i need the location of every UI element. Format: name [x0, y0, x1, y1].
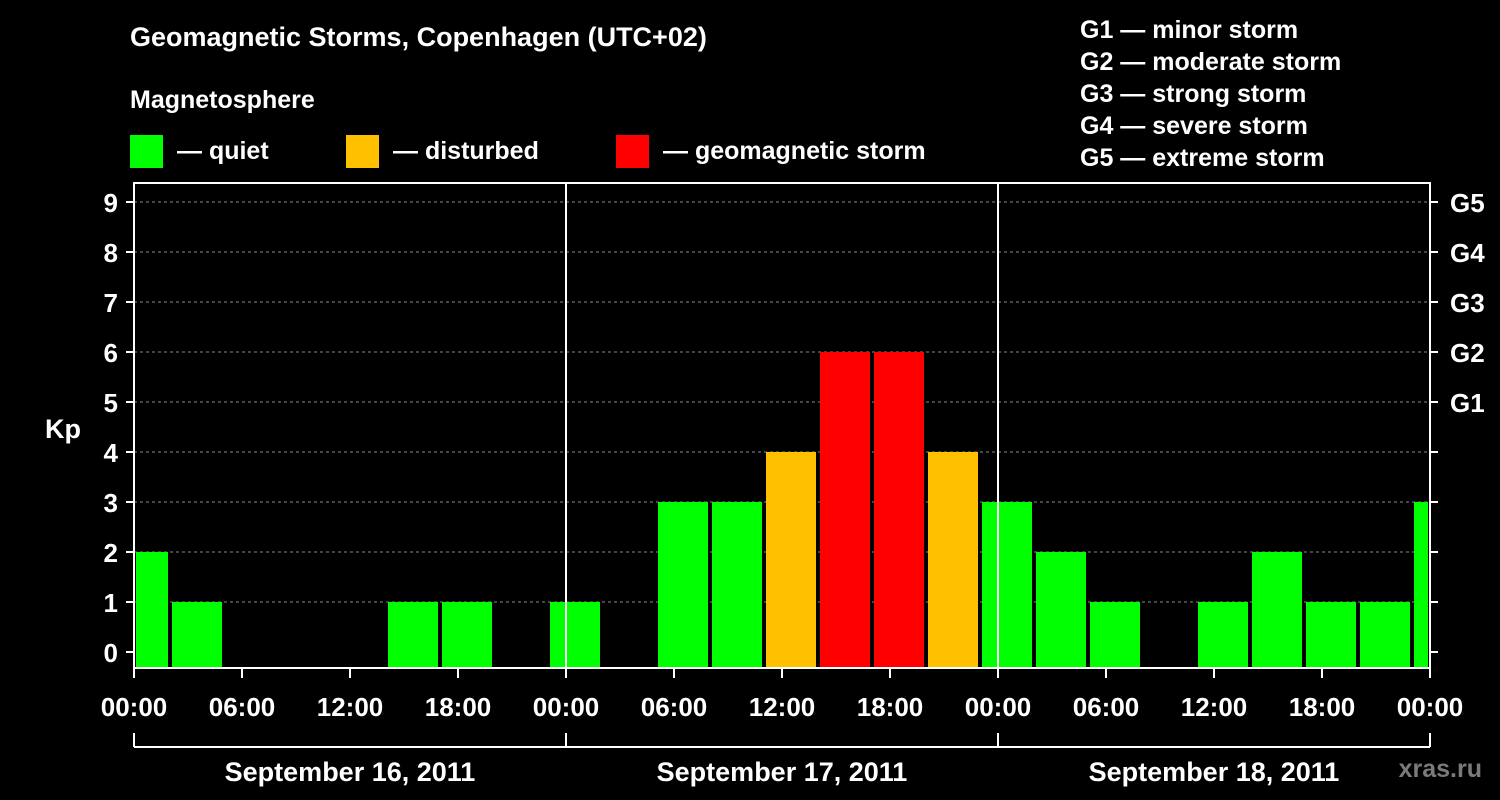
legend-label-storm: — geomagnetic storm — [663, 136, 926, 165]
kp-bar-12 — [766, 452, 816, 668]
legend-storm: — geomagnetic storm — [616, 134, 926, 168]
kp-bar-22 — [1306, 602, 1356, 668]
kp-bar-10 — [658, 502, 708, 668]
y-tick-label: 7 — [104, 288, 118, 318]
kp-bar-20 — [1198, 602, 1248, 668]
g-label-g4: G4 — [1450, 238, 1485, 268]
kp-bar-8 — [550, 602, 600, 668]
y-tick-label: 1 — [104, 588, 118, 618]
x-tick-label: 12:00 — [1181, 692, 1248, 722]
legend-swatch-disturbed — [346, 134, 379, 168]
kp-bar-16 — [982, 502, 1032, 668]
y-tick-label: 6 — [104, 338, 118, 368]
kp-bar-24 — [1414, 502, 1428, 668]
day-label: September 16, 2011 — [225, 757, 476, 787]
watermark: xras.ru — [1398, 755, 1482, 783]
kp-bar-18 — [1090, 602, 1140, 668]
kp-bar-15 — [928, 452, 978, 668]
x-tick-label: 00:00 — [101, 692, 168, 722]
legend-label-quiet: — quiet — [177, 136, 269, 165]
kp-bar-13 — [820, 352, 870, 668]
g-legend-g3: G3 — strong storm — [1080, 80, 1307, 108]
legend-label-disturbed: — disturbed — [393, 136, 539, 165]
chart-title: Geomagnetic Storms, Copenhagen (UTC+02) — [130, 22, 707, 52]
y-tick-label: 0 — [104, 638, 118, 668]
kp-bar-11 — [712, 502, 762, 668]
g-label-g2: G2 — [1450, 338, 1485, 368]
y-tick-label: 8 — [104, 238, 118, 268]
x-tick-label: 06:00 — [641, 692, 708, 722]
legend-swatch-quiet — [130, 134, 163, 168]
y-axis-label: Kp — [45, 414, 81, 444]
x-tick-label: 18:00 — [425, 692, 492, 722]
kp-bar-23 — [1360, 602, 1410, 668]
chart-subtitle: Magnetosphere — [130, 86, 315, 114]
g-legend-g2: G2 — moderate storm — [1080, 48, 1342, 76]
x-tick-label: 18:00 — [1289, 692, 1356, 722]
legend-swatch-storm — [616, 134, 649, 168]
x-tick-label: 00:00 — [965, 692, 1032, 722]
x-tick-label: 06:00 — [209, 692, 276, 722]
y-tick-label: 9 — [104, 188, 118, 218]
kp-bar-21 — [1252, 552, 1302, 668]
day-label: September 17, 2011 — [657, 757, 908, 787]
x-tick-label: 12:00 — [317, 692, 384, 722]
kp-bar-14 — [874, 352, 924, 668]
day-label: September 18, 2011 — [1089, 757, 1340, 787]
kp-bar-17 — [1036, 552, 1086, 668]
x-tick-label: 00:00 — [533, 692, 600, 722]
g-label-g1: G1 — [1450, 388, 1485, 418]
x-tick-label: 06:00 — [1073, 692, 1140, 722]
kp-bar-6 — [442, 602, 492, 668]
x-tick-label: 00:00 — [1397, 692, 1464, 722]
g-legend-g1: G1 — minor storm — [1080, 16, 1299, 44]
legend-disturbed: — disturbed — [346, 134, 539, 168]
y-tick-label: 4 — [104, 438, 119, 468]
kp-bar-0 — [136, 552, 168, 668]
kp-bar-5 — [388, 602, 438, 668]
kp-bar-1 — [172, 602, 222, 668]
g-scale-legend: G1 — minor storm G2 — moderate storm G3 … — [1080, 14, 1341, 174]
y-tick-label: 2 — [104, 538, 118, 568]
g-label-g3: G3 — [1450, 288, 1485, 318]
g-label-g5: G5 — [1450, 188, 1485, 218]
y-tick-label: 5 — [104, 388, 118, 418]
legend-quiet: — quiet — [130, 134, 269, 168]
g-legend-g4: G4 — severe storm — [1080, 112, 1308, 140]
y-tick-label: 3 — [104, 488, 118, 518]
x-tick-label: 12:00 — [749, 692, 816, 722]
g-legend-g5: G5 — extreme storm — [1080, 144, 1325, 172]
x-tick-label: 18:00 — [857, 692, 924, 722]
